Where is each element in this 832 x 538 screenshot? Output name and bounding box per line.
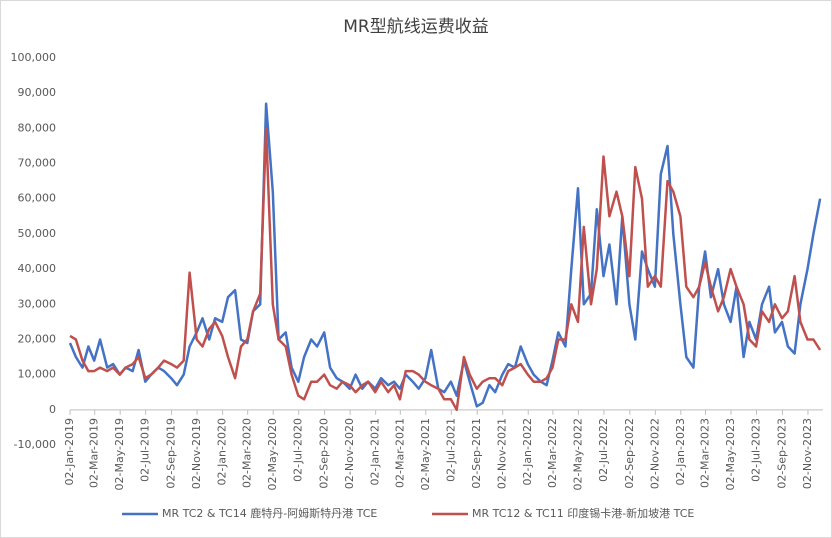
y-tick-label: 10,000 <box>18 368 57 381</box>
y-tick-label: 70,000 <box>18 157 57 170</box>
x-tick-label: 02-Sep-2019 <box>165 418 178 489</box>
x-tick-label: 02-Mar-2023 <box>699 418 712 488</box>
x-tick-label: 02-Sep-2022 <box>623 418 636 489</box>
x-tick-label: 02-May-2023 <box>724 418 737 490</box>
x-tick-label: 02-May-2021 <box>419 418 432 490</box>
chart-title: MR型航线运费收益 <box>343 17 488 37</box>
y-tick-label: 90,000 <box>18 86 57 99</box>
x-tick-label: 02-Mar-2021 <box>393 418 406 488</box>
x-tick-label: 02-Mar-2022 <box>546 418 559 488</box>
legend-label: MR TC12 & TC11 印度锡卡港-新加坡港 TCE <box>472 506 694 520</box>
y-tick-label: 60,000 <box>18 192 57 205</box>
x-tick-label: 02-May-2022 <box>571 418 584 490</box>
x-tick-label: 02-Mar-2019 <box>88 418 101 488</box>
x-tick-label: 02-Nov-2023 <box>801 418 814 489</box>
x-tick-label: 02-Sep-2021 <box>470 418 483 489</box>
x-tick-label: 02-Jul-2023 <box>750 418 763 482</box>
x-tick-label: 02-Jul-2021 <box>444 418 457 482</box>
x-tick-label: 02-Sep-2020 <box>318 418 331 489</box>
x-tick-label: 02-Jan-2020 <box>216 418 229 486</box>
y-tick-label: 40,000 <box>18 262 57 275</box>
x-tick-label: 02-Jan-2023 <box>674 418 687 486</box>
x-tick-label: 02-Nov-2021 <box>496 418 509 489</box>
legend-label: MR TC2 & TC14 鹿特丹-阿姆斯特丹港 TCE <box>162 506 377 520</box>
x-tick-label: 02-Jan-2019 <box>63 418 76 486</box>
y-tick-label: 50,000 <box>18 227 57 240</box>
x-tick-label: 02-Nov-2020 <box>343 418 356 489</box>
series-line <box>69 127 822 412</box>
y-tick-label: -10,000 <box>14 438 56 451</box>
x-tick-label: 02-May-2019 <box>113 418 126 490</box>
series-line <box>68 102 822 408</box>
x-tick-label: 02-Jul-2020 <box>292 418 305 482</box>
y-tick-label: 100,000 <box>11 51 57 64</box>
y-tick-label: 20,000 <box>18 332 57 345</box>
y-tick-label: 80,000 <box>18 121 57 134</box>
x-tick-label: 02-Mar-2020 <box>241 418 254 488</box>
x-tick-label: 02-Nov-2019 <box>190 418 203 489</box>
x-tick-label: 02-Sep-2023 <box>775 418 788 489</box>
x-tick-label: 02-Jul-2022 <box>597 418 610 482</box>
x-tick-label: 02-Jul-2019 <box>139 418 152 482</box>
x-tick-label: 02-Jan-2021 <box>369 418 382 486</box>
y-tick-label: 30,000 <box>18 297 57 310</box>
x-tick-label: 02-Nov-2022 <box>648 418 661 489</box>
x-tick-label: 02-May-2020 <box>266 418 279 490</box>
y-tick-label: 0 <box>49 403 56 416</box>
x-tick-label: 02-Jan-2022 <box>521 418 534 486</box>
